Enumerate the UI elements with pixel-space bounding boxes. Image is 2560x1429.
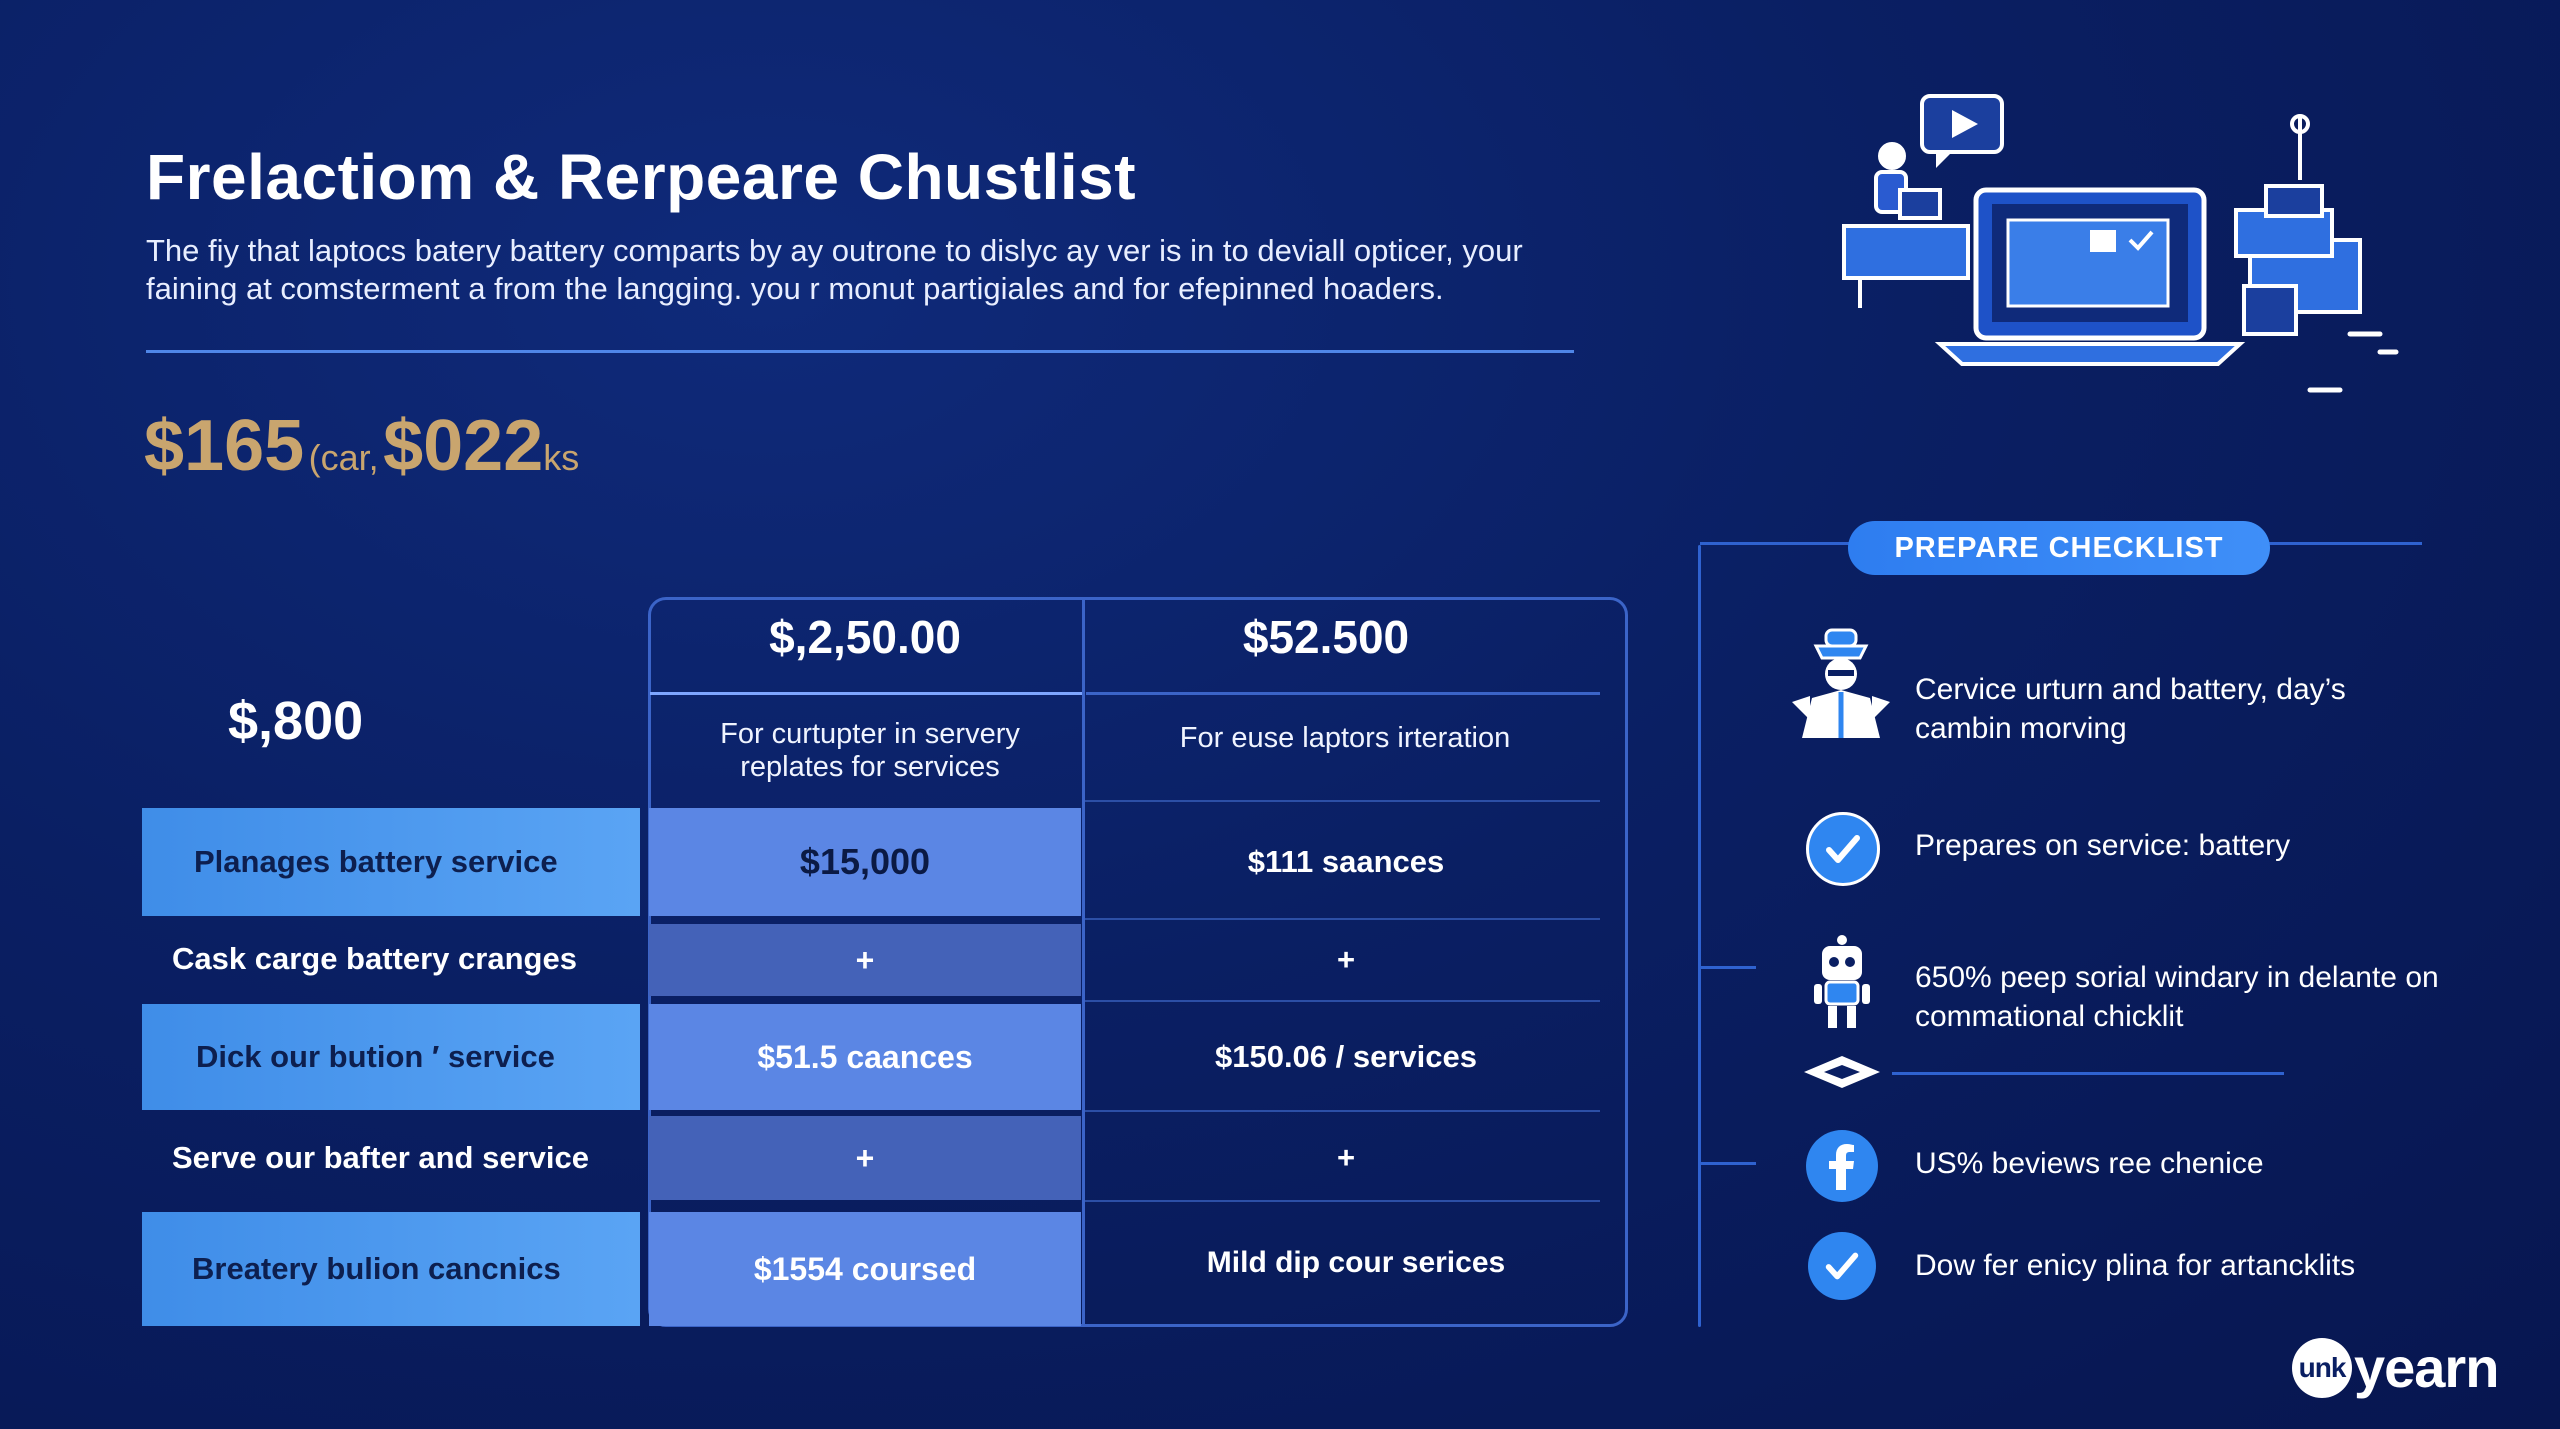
column-1-description: For curtupter in servery replates for se…	[720, 718, 1020, 783]
price-secondary: $022	[383, 406, 544, 486]
brand-mark: unk	[2292, 1337, 2352, 1398]
check-icon	[1806, 812, 1880, 886]
checklist-badge: PREPARE CHECKLIST	[1848, 521, 2270, 575]
table-row-label: Cask carge battery cranges	[172, 941, 577, 976]
checklist-item-text: US% beviews ree chenice	[1915, 1147, 2264, 1180]
table-row-label: Serve our bafter and service	[172, 1140, 589, 1175]
table-row-label: Planages battery service	[142, 808, 640, 916]
table-row-label: Breatery bulion cancnics	[142, 1212, 640, 1326]
table-row-label: Dick our bution ′ service	[142, 1004, 640, 1110]
table-cell-right: $111 saances	[1247, 844, 1445, 879]
brand-logo: unk yearn	[2292, 1335, 2499, 1400]
checklist-item-text: 650% peep sorial windary in delante on c…	[1915, 961, 2439, 1033]
panel-tick	[1700, 966, 1756, 969]
brand-name: yearn	[2354, 1336, 2499, 1399]
laptop-workspace-illustration	[1842, 94, 2399, 393]
row-rule	[1085, 1200, 1600, 1202]
decor-dashes-icon	[2307, 331, 2399, 393]
table-cell-right: Mild dip cour serices	[1206, 1246, 1506, 1279]
column-1-price: $,2,50.00	[769, 611, 961, 663]
table-cell-right: +	[1336, 1140, 1356, 1175]
robot-icon	[1814, 935, 1870, 1028]
check-icon	[1808, 1232, 1876, 1300]
table-cell-mid: +	[649, 924, 1081, 996]
price-primary-note: (car,	[308, 437, 379, 478]
checklist-panel-left-border	[1698, 545, 1701, 1327]
video-bubble-icon	[1920, 94, 2004, 168]
page-subtitle: The fiy that laptocs batery battery comp…	[146, 233, 1523, 306]
checklist-item-text: Prepares on service: battery	[1915, 829, 2291, 862]
boxes-icon	[2234, 114, 2362, 336]
table-cell-mid: $15,000	[649, 808, 1081, 916]
row-rule	[1085, 1110, 1600, 1112]
person-icon	[1792, 628, 1890, 738]
header-bottom-rule	[1085, 800, 1600, 802]
row-rule	[1085, 1000, 1600, 1002]
laptop-icon	[1934, 187, 2246, 366]
checklist-separator	[1892, 1072, 2284, 1075]
column-2-description: For euse laptors irteration	[1179, 722, 1511, 754]
price-secondary-note: ks	[543, 437, 580, 478]
corner-price: $,800	[228, 691, 364, 751]
facebook-icon	[1806, 1130, 1878, 1202]
table-cell-mid: +	[649, 1116, 1081, 1200]
checklist-item-text: Cervice urturn and battery, day’s cambin…	[1915, 673, 2346, 745]
page-title: Frelactiom & Rerpeare Chustlist	[146, 141, 1136, 213]
row-rule	[1085, 918, 1600, 920]
checklist-item-text: Dow fer enicy plina for artancklits	[1915, 1249, 2356, 1282]
title-divider	[146, 350, 1574, 353]
column-1-rule	[650, 692, 1082, 695]
column-2-rule	[1086, 692, 1600, 695]
price-primary: $165	[144, 406, 305, 486]
table-column-divider	[1082, 597, 1085, 1327]
panel-tick	[1700, 1162, 1756, 1165]
diamond-tag-icon	[1804, 1056, 1880, 1088]
person-at-desk-icon	[1842, 142, 1970, 308]
table-cell-mid: $51.5 caances	[649, 1004, 1081, 1110]
table-cell-right: +	[1336, 942, 1356, 977]
table-cell-right: $150.06 / services	[1214, 1039, 1478, 1074]
column-2-price: $52.500	[1242, 611, 1410, 663]
price-summary: $165 (car, $022ks	[144, 405, 579, 487]
table-cell-mid: $1554 coursed	[649, 1212, 1081, 1326]
